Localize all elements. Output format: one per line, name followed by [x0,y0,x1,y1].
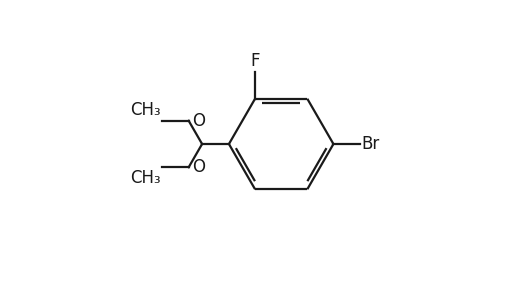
Text: CH₃: CH₃ [130,101,161,119]
Text: O: O [192,112,205,130]
Text: Br: Br [362,135,380,153]
Text: O: O [192,158,205,176]
Text: CH₃: CH₃ [130,169,161,187]
Text: F: F [250,52,260,70]
